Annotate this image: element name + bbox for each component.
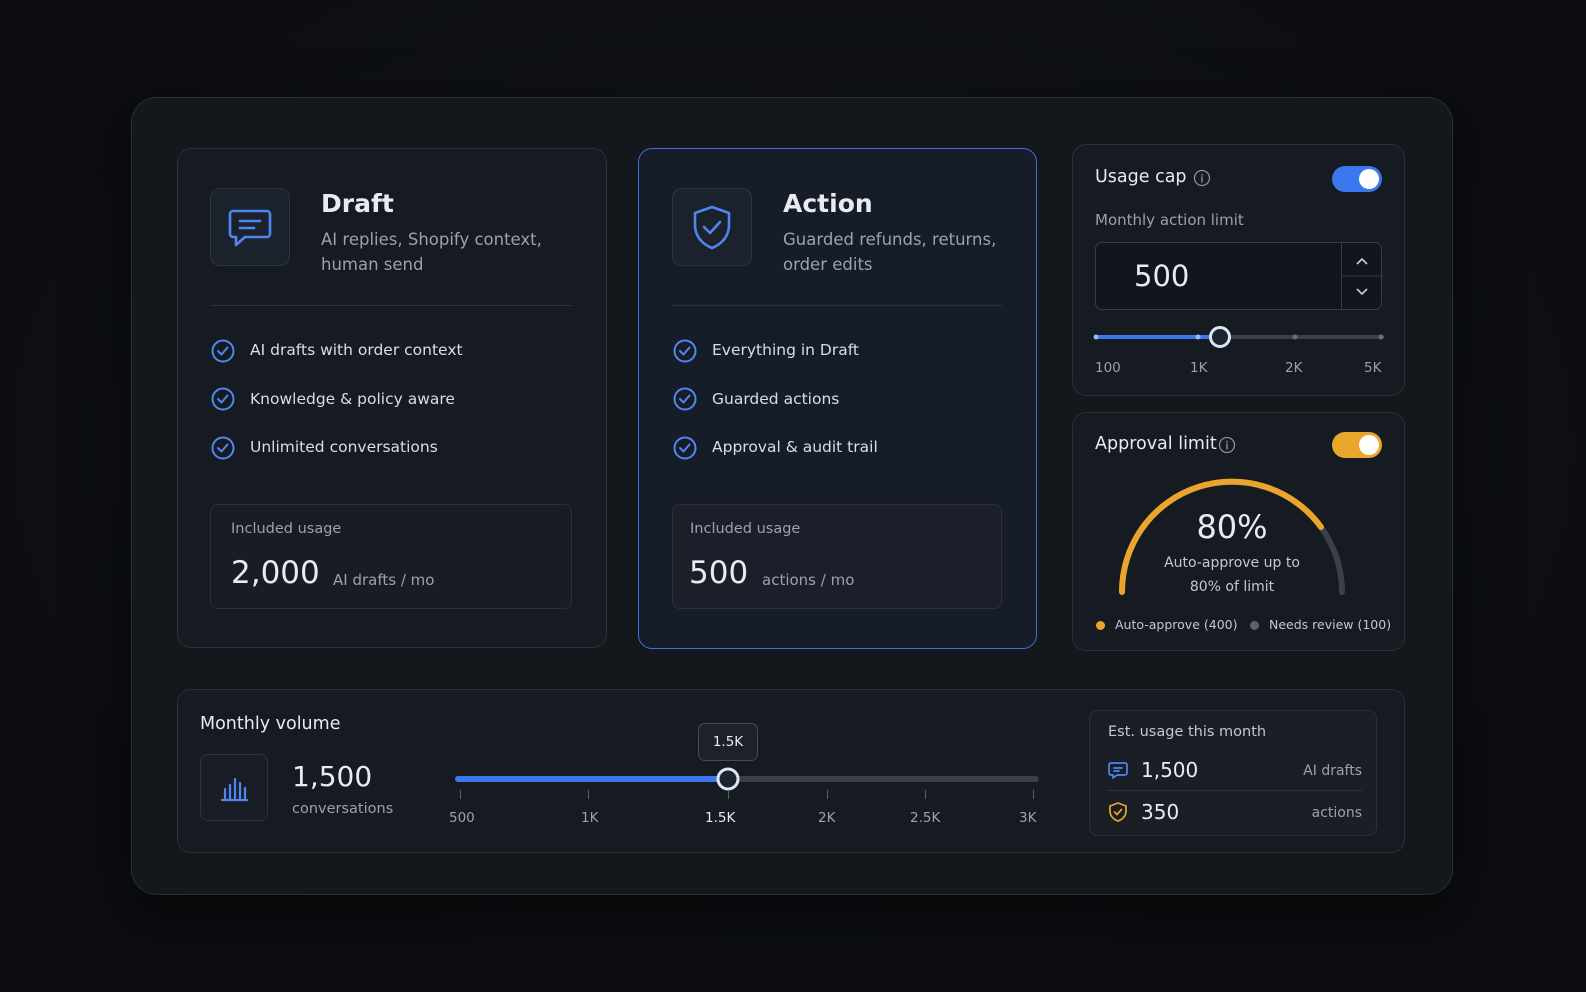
scale-label: 500 xyxy=(449,810,475,826)
feature: Unlimited conversations xyxy=(250,438,438,456)
estimate-box xyxy=(1089,710,1377,836)
scale-label: 2K xyxy=(1285,360,1303,376)
usage-label: Included usage xyxy=(231,521,342,537)
divider xyxy=(210,305,572,306)
slider-tick xyxy=(588,790,589,799)
slider-tick xyxy=(460,790,461,799)
chat-icon xyxy=(1108,762,1128,779)
slider-tick xyxy=(728,790,729,799)
cap-slider[interactable] xyxy=(1090,322,1390,352)
slider-tick xyxy=(1033,790,1034,799)
scale-label: 1.5K xyxy=(705,810,736,826)
usage-box xyxy=(672,504,1002,609)
estimate-label: AI drafts xyxy=(1303,763,1362,779)
legend-dot xyxy=(1096,621,1105,630)
gauge-percent: 80% xyxy=(1196,508,1268,546)
legend-dot xyxy=(1250,621,1259,630)
feature: Approval & audit trail xyxy=(712,438,878,456)
feature: Knowledge & policy aware xyxy=(250,390,455,408)
divider xyxy=(672,305,1002,306)
shield-icon xyxy=(672,188,752,266)
usage-value: 500 xyxy=(689,555,749,591)
scale-label: 2.5K xyxy=(910,810,941,826)
divider xyxy=(1107,790,1362,791)
toggle[interactable] xyxy=(1332,432,1382,458)
scale-label: 5K xyxy=(1364,360,1382,376)
scale-label: 100 xyxy=(1095,360,1121,376)
shield-icon xyxy=(1109,802,1127,822)
panel-title: Monthly volume xyxy=(200,714,341,734)
legend-label: Needs review (100) xyxy=(1269,617,1392,632)
feature: Guarded actions xyxy=(712,390,840,408)
scale-label: 2K xyxy=(818,810,836,826)
panel-title: Approval limit xyxy=(1095,434,1217,454)
tooltip-label: 1.5K xyxy=(712,734,744,750)
slider-tick xyxy=(827,790,828,799)
volume-value: 1,500 xyxy=(292,760,373,793)
volume-slider[interactable] xyxy=(452,760,1052,800)
stepper[interactable] xyxy=(1341,242,1383,310)
field-label: Monthly action limit xyxy=(1095,211,1244,229)
legend-label: Auto-approve (400) xyxy=(1115,617,1238,632)
feature: AI drafts with order context xyxy=(250,341,463,359)
toggle[interactable] xyxy=(1332,166,1382,192)
plan-description: AI replies, Shopify context, human send xyxy=(321,230,542,274)
estimate-value: 1,500 xyxy=(1141,758,1199,782)
chart-icon xyxy=(200,754,268,821)
estimate-value: 350 xyxy=(1141,800,1180,824)
usage-unit: AI drafts / mo xyxy=(333,571,435,589)
feature: Everything in Draft xyxy=(712,341,859,359)
estimate-title: Est. usage this month xyxy=(1108,724,1267,740)
plan-name: Draft xyxy=(321,189,394,218)
info-icon[interactable] xyxy=(1218,436,1236,454)
usage-box xyxy=(210,504,572,609)
panel-title: Usage cap xyxy=(1095,167,1187,187)
volume-unit: conversations xyxy=(292,801,394,817)
plan-name: Action xyxy=(783,189,873,218)
plan-description: Guarded refunds, returns, order edits xyxy=(783,230,997,274)
scale-label: 1K xyxy=(1190,360,1208,376)
input-value: 500 xyxy=(1134,259,1190,293)
slider-tick xyxy=(925,790,926,799)
usage-value: 2,000 xyxy=(231,555,320,591)
gauge xyxy=(1118,478,1345,595)
scale-label: 3K xyxy=(1019,810,1037,826)
chat-icon xyxy=(210,188,290,266)
tooltip xyxy=(698,723,758,761)
usage-unit: actions / mo xyxy=(762,571,855,589)
usage-label: Included usage xyxy=(690,521,801,537)
scale-label: 1K xyxy=(581,810,599,826)
info-icon[interactable] xyxy=(1193,169,1211,187)
estimate-label: actions xyxy=(1311,805,1362,821)
gauge-caption: Auto-approve up to 80% of limit xyxy=(1164,555,1300,595)
